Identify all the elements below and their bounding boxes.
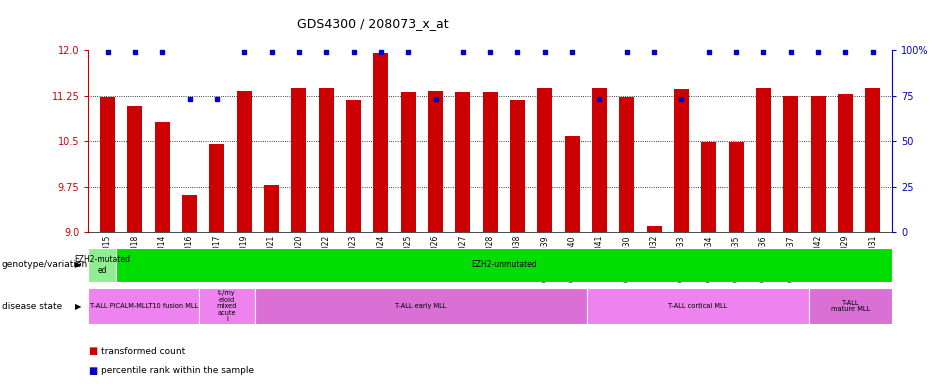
Bar [264,185,279,232]
Text: GDS4300 / 208073_x_at: GDS4300 / 208073_x_at [297,17,448,30]
Bar [373,53,388,232]
Bar [88,248,116,282]
Bar [182,195,197,232]
Bar [838,94,853,232]
Bar [701,142,716,232]
Text: ▶: ▶ [75,302,82,311]
Bar [155,122,169,232]
Bar [619,98,634,232]
Text: ▶: ▶ [75,260,82,270]
Text: EZH2-mutated
ed: EZH2-mutated ed [74,255,130,275]
Bar [592,88,607,232]
Bar [400,93,416,232]
Bar [209,144,224,232]
Text: transformed count: transformed count [101,347,184,356]
Bar [811,96,826,232]
Bar [482,93,498,232]
Bar [587,288,809,324]
Bar [756,88,771,232]
Bar [199,288,255,324]
Bar [647,226,662,232]
Bar [865,88,881,232]
Bar [537,88,552,232]
Text: T-ALL
mature MLL: T-ALL mature MLL [830,300,870,313]
Text: percentile rank within the sample: percentile rank within the sample [101,366,253,375]
Bar [88,288,199,324]
Text: t-/my
eloid
mixed
acute
l: t-/my eloid mixed acute l [217,290,237,322]
Text: T-ALL cortical MLL: T-ALL cortical MLL [668,303,728,309]
Text: EZH2-unmutated: EZH2-unmutated [471,260,537,270]
Bar [783,96,798,232]
Bar [236,91,251,232]
Bar [100,98,115,232]
Text: T-ALL early MLL: T-ALL early MLL [396,303,447,309]
Bar [291,88,306,232]
Bar [809,288,892,324]
Bar [455,93,470,232]
Bar [318,88,333,232]
Bar [510,100,525,232]
Bar [428,91,443,232]
Text: ■: ■ [88,366,98,376]
Text: ■: ■ [88,346,98,356]
Bar [674,89,689,232]
Text: T-ALL PICALM-MLLT10 fusion MLL: T-ALL PICALM-MLLT10 fusion MLL [89,303,198,309]
Bar [729,142,744,232]
Bar [346,100,361,232]
Text: genotype/variation: genotype/variation [2,260,88,270]
Bar [128,106,142,232]
Text: disease state: disease state [2,302,62,311]
Bar [255,288,587,324]
Bar [564,136,580,232]
